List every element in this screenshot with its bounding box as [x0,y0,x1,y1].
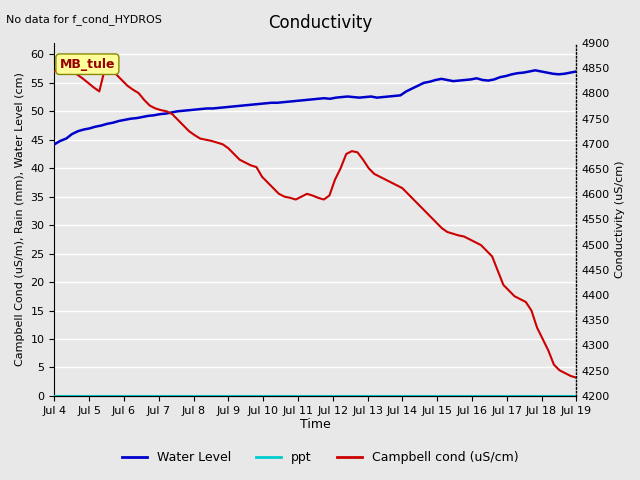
Text: Conductivity: Conductivity [268,14,372,33]
Legend: Water Level, ppt, Campbell cond (uS/cm): Water Level, ppt, Campbell cond (uS/cm) [116,446,524,469]
Y-axis label: Campbell Cond (uS/m), Rain (mm), Water Level (cm): Campbell Cond (uS/m), Rain (mm), Water L… [15,72,25,366]
X-axis label: Time: Time [300,419,331,432]
Y-axis label: Conductivity (uS/cm): Conductivity (uS/cm) [615,161,625,278]
Text: MB_tule: MB_tule [60,58,115,71]
Text: No data for f_cond_HYDROS: No data for f_cond_HYDROS [6,14,163,25]
